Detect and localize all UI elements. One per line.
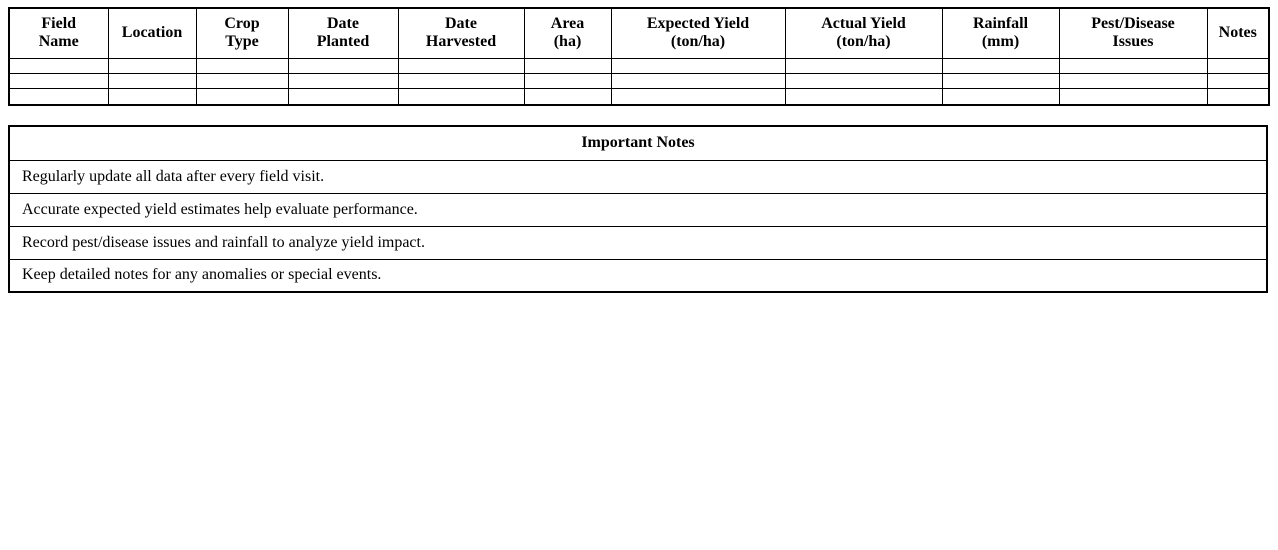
empty-cell (1206, 57, 1270, 74)
note-text: Regularly update all data after every fi… (8, 159, 1268, 194)
empty-cell (1058, 57, 1208, 74)
note-row: Keep detailed notes for any anomalies or… (8, 258, 1268, 293)
document-page: Field Name Location Crop Type Date Plant… (8, 7, 1270, 293)
column-header-crop-type: Crop Type (195, 7, 289, 59)
empty-cell (8, 87, 109, 106)
crop-yield-table: Field Name Location Crop Type Date Plant… (8, 7, 1270, 106)
column-header-date-planted: Date Planted (287, 7, 399, 59)
column-header-expected-yield: Expected Yield (ton/ha) (610, 7, 786, 59)
note-text: Keep detailed notes for any anomalies or… (8, 258, 1268, 293)
empty-cell (941, 72, 1060, 89)
yield-table-empty-row (8, 72, 1270, 89)
column-header-field-name: Field Name (8, 7, 109, 59)
empty-cell (287, 57, 399, 74)
empty-cell (784, 57, 943, 74)
empty-cell (287, 87, 399, 106)
empty-cell (523, 57, 612, 74)
empty-cell (8, 72, 109, 89)
empty-cell (941, 57, 1060, 74)
empty-cell (195, 87, 289, 106)
empty-cell (610, 72, 786, 89)
column-header-date-harvested: Date Harvested (397, 7, 525, 59)
empty-cell (397, 87, 525, 106)
note-text: Record pest/disease issues and rainfall … (8, 225, 1268, 260)
empty-cell (610, 57, 786, 74)
important-notes-header-row: Important Notes (8, 125, 1268, 161)
yield-table-header-row: Field Name Location Crop Type Date Plant… (8, 7, 1270, 59)
empty-cell (784, 87, 943, 106)
important-notes-title: Important Notes (8, 125, 1268, 161)
column-header-location: Location (107, 7, 197, 59)
note-row: Accurate expected yield estimates help e… (8, 192, 1268, 227)
note-row: Record pest/disease issues and rainfall … (8, 225, 1268, 260)
column-header-actual-yield: Actual Yield (ton/ha) (784, 7, 943, 59)
empty-cell (523, 87, 612, 106)
column-header-pest-disease: Pest/Disease Issues (1058, 7, 1208, 59)
empty-cell (1058, 87, 1208, 106)
empty-cell (397, 72, 525, 89)
empty-cell (1206, 87, 1270, 106)
column-header-rainfall: Rainfall (mm) (941, 7, 1060, 59)
yield-table-empty-row (8, 57, 1270, 74)
empty-cell (523, 72, 612, 89)
empty-cell (784, 72, 943, 89)
empty-cell (610, 87, 786, 106)
empty-cell (107, 72, 197, 89)
empty-cell (195, 57, 289, 74)
yield-table-empty-row (8, 87, 1270, 106)
empty-cell (287, 72, 399, 89)
empty-cell (941, 87, 1060, 106)
empty-cell (195, 72, 289, 89)
empty-cell (1058, 72, 1208, 89)
note-row: Regularly update all data after every fi… (8, 159, 1268, 194)
empty-cell (1206, 72, 1270, 89)
empty-cell (397, 57, 525, 74)
empty-cell (107, 57, 197, 74)
important-notes-table: Important Notes Regularly update all dat… (8, 125, 1268, 293)
column-header-notes: Notes (1206, 7, 1270, 59)
column-header-area: Area (ha) (523, 7, 612, 59)
empty-cell (107, 87, 197, 106)
empty-cell (8, 57, 109, 74)
note-text: Accurate expected yield estimates help e… (8, 192, 1268, 227)
